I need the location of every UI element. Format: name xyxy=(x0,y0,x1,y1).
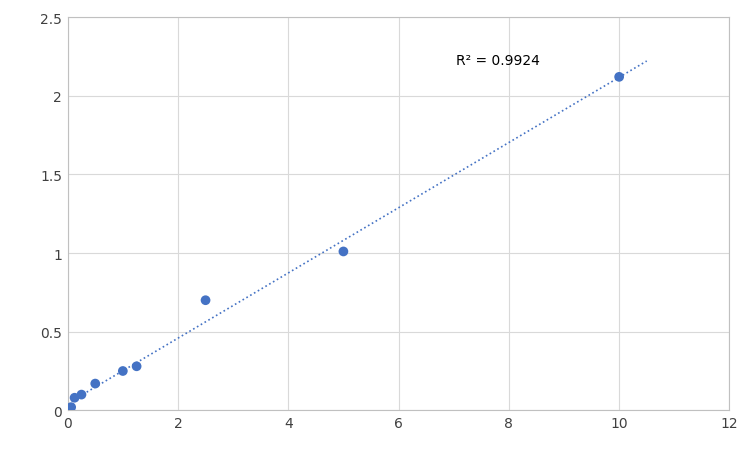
Text: R² = 0.9924: R² = 0.9924 xyxy=(456,54,541,68)
Point xyxy=(75,391,87,398)
Point xyxy=(613,74,625,81)
Point xyxy=(131,363,143,370)
Point xyxy=(338,249,350,256)
Point xyxy=(62,407,74,414)
Point xyxy=(89,380,102,387)
Point xyxy=(68,394,80,401)
Point xyxy=(65,404,77,411)
Point xyxy=(199,297,211,304)
Point xyxy=(117,368,129,375)
